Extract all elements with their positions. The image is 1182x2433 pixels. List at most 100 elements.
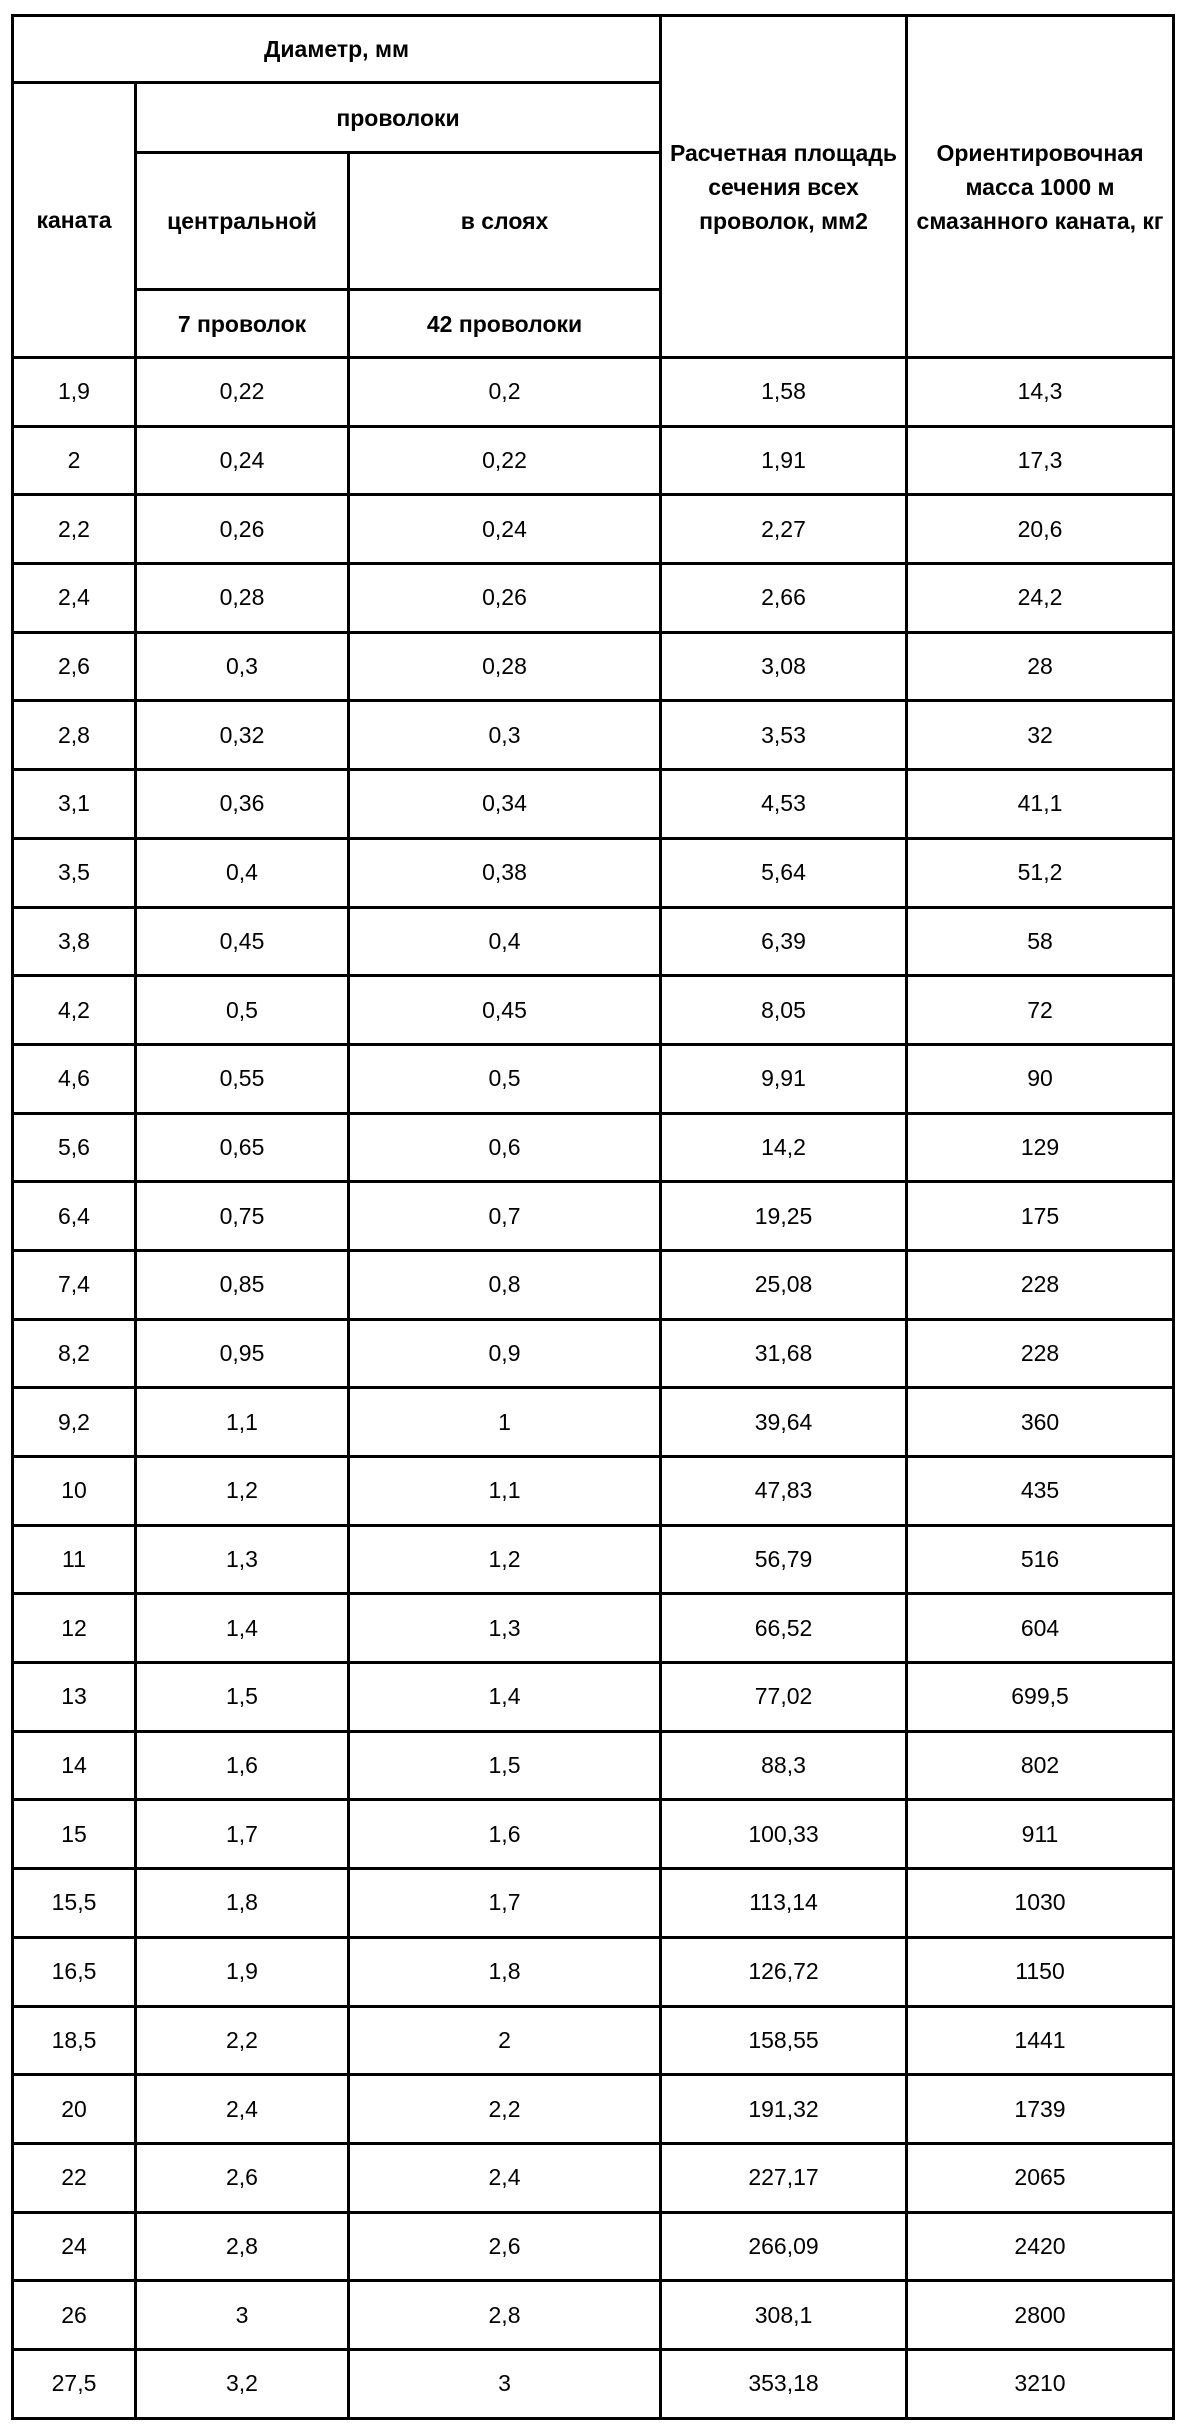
cell-cross-section-area: 14,2	[659, 1111, 909, 1184]
cell-layer-wire: 0,22	[346, 424, 663, 497]
cell-mass-1000m: 435	[905, 1455, 1176, 1527]
cell-central-wire: 1,5	[134, 1661, 350, 1733]
table-row: 6,4 0,75 0,7 19,25 175	[11, 1180, 1176, 1252]
cell-layer-wire: 1,5	[346, 1729, 663, 1802]
cell-mass-1000m: 58	[905, 905, 1176, 978]
cell-layer-wire: 0,2	[346, 356, 663, 428]
table-row: 1,9 0,22 0,2 1,58 14,3	[11, 356, 1176, 428]
cell-rope-diameter: 4,6	[11, 1042, 137, 1115]
cell-mass-1000m: 228	[905, 1317, 1176, 1390]
table-row: 2,6 0,3 0,28 3,08 28	[11, 630, 1176, 703]
table-row: 20 2,4 2,2 191,32 1739	[11, 2073, 1176, 2145]
cell-cross-section-area: 88,3	[659, 1729, 909, 1802]
table-row: 2,8 0,32 0,3 3,53 32	[11, 699, 1176, 772]
cell-cross-section-area: 47,83	[659, 1455, 909, 1527]
cell-layer-wire: 2,2	[346, 2073, 663, 2145]
cell-cross-section-area: 191,32	[659, 2073, 909, 2145]
cell-rope-diameter: 16,5	[11, 1935, 137, 2008]
cell-layer-wire: 0,45	[346, 974, 663, 1046]
table-row: 16,5 1,9 1,8 126,72 1150	[11, 1935, 1176, 2008]
cell-central-wire: 2,4	[134, 2073, 350, 2145]
table-row: 13 1,5 1,4 77,02 699,5	[11, 1661, 1176, 1733]
cell-layer-wire: 0,9	[346, 1317, 663, 1390]
cell-cross-section-area: 266,09	[659, 2210, 909, 2283]
header-rope: каната	[11, 81, 137, 359]
table-row: 18,5 2,2 2 158,55 1441	[11, 2004, 1176, 2077]
cell-mass-1000m: 699,5	[905, 1661, 1176, 1733]
cell-central-wire: 2,6	[134, 2141, 350, 2214]
cell-layer-wire: 0,38	[346, 836, 663, 909]
cell-layer-wire: 2,4	[346, 2141, 663, 2214]
cell-layer-wire: 0,4	[346, 905, 663, 978]
cell-mass-1000m: 90	[905, 1042, 1176, 1115]
cell-layer-wire: 1,4	[346, 1661, 663, 1733]
cell-cross-section-area: 158,55	[659, 2004, 909, 2077]
cell-cross-section-area: 227,17	[659, 2141, 909, 2214]
cell-mass-1000m: 228	[905, 1248, 1176, 1321]
table-row: 3,8 0,45 0,4 6,39 58	[11, 905, 1176, 978]
cell-rope-diameter: 24	[11, 2210, 137, 2283]
header-area: Расчетная площадь сечения всех проволок,…	[659, 14, 909, 359]
cell-central-wire: 0,95	[134, 1317, 350, 1390]
cell-rope-diameter: 3,8	[11, 905, 137, 978]
table-row: 15,5 1,8 1,7 113,14 1030	[11, 1867, 1176, 1939]
cell-rope-diameter: 12	[11, 1592, 137, 1665]
cell-central-wire: 0,85	[134, 1248, 350, 1321]
cell-central-wire: 0,3	[134, 630, 350, 703]
table-row: 8,2 0,95 0,9 31,68 228	[11, 1317, 1176, 1390]
cell-cross-section-area: 113,14	[659, 1867, 909, 1939]
cell-rope-diameter: 13	[11, 1661, 137, 1733]
cell-central-wire: 1,2	[134, 1455, 350, 1527]
cell-rope-diameter: 18,5	[11, 2004, 137, 2077]
cell-central-wire: 0,28	[134, 562, 350, 634]
cell-mass-1000m: 24,2	[905, 562, 1176, 634]
cell-cross-section-area: 56,79	[659, 1523, 909, 1596]
cell-layer-wire: 0,24	[346, 493, 663, 566]
cell-mass-1000m: 911	[905, 1798, 1176, 1871]
cell-layer-wire: 1,3	[346, 1592, 663, 1665]
cell-cross-section-area: 66,52	[659, 1592, 909, 1665]
cell-central-wire: 0,32	[134, 699, 350, 772]
cell-rope-diameter: 2,6	[11, 630, 137, 703]
cell-cross-section-area: 9,91	[659, 1042, 909, 1115]
cell-rope-diameter: 6,4	[11, 1180, 137, 1252]
table-row: 9,2 1,1 1 39,64 360	[11, 1386, 1176, 1458]
cell-layer-wire: 0,26	[346, 562, 663, 634]
cell-rope-diameter: 27,5	[11, 2347, 137, 2420]
table-row: 2,2 0,26 0,24 2,27 20,6	[11, 493, 1176, 566]
cell-layer-wire: 1,1	[346, 1455, 663, 1527]
cell-rope-diameter: 22	[11, 2141, 137, 2214]
cell-rope-diameter: 4,2	[11, 974, 137, 1046]
cell-mass-1000m: 129	[905, 1111, 1176, 1184]
table-row: 2,4 0,28 0,26 2,66 24,2	[11, 562, 1176, 634]
cell-central-wire: 0,4	[134, 836, 350, 909]
cell-central-wire: 0,36	[134, 768, 350, 840]
cell-layer-wire: 1,2	[346, 1523, 663, 1596]
header-mass: Ориентировочная масса 1000 м смазанного …	[905, 14, 1176, 359]
cell-cross-section-area: 5,64	[659, 836, 909, 909]
cell-central-wire: 2,8	[134, 2210, 350, 2283]
cell-central-wire: 1,3	[134, 1523, 350, 1596]
cell-cross-section-area: 126,72	[659, 1935, 909, 2008]
cell-cross-section-area: 2,27	[659, 493, 909, 566]
cell-mass-1000m: 2065	[905, 2141, 1176, 2214]
cell-cross-section-area: 1,58	[659, 356, 909, 428]
cell-layer-wire: 0,7	[346, 1180, 663, 1252]
cell-layer-wire: 1	[346, 1386, 663, 1458]
table-row: 2 0,24 0,22 1,91 17,3	[11, 424, 1176, 497]
table-row: 7,4 0,85 0,8 25,08 228	[11, 1248, 1176, 1321]
cell-central-wire: 1,6	[134, 1729, 350, 1802]
cell-layer-wire: 1,8	[346, 1935, 663, 2008]
cell-central-wire: 1,8	[134, 1867, 350, 1939]
cell-cross-section-area: 4,53	[659, 768, 909, 840]
cell-mass-1000m: 175	[905, 1180, 1176, 1252]
cell-central-wire: 0,55	[134, 1042, 350, 1115]
cell-rope-diameter: 2,4	[11, 562, 137, 634]
cell-mass-1000m: 17,3	[905, 424, 1176, 497]
cell-rope-diameter: 2,8	[11, 699, 137, 772]
cell-central-wire: 0,75	[134, 1180, 350, 1252]
cell-layer-wire: 0,3	[346, 699, 663, 772]
cell-central-wire: 1,4	[134, 1592, 350, 1665]
cell-central-wire: 1,7	[134, 1798, 350, 1871]
cell-layer-wire: 0,5	[346, 1042, 663, 1115]
